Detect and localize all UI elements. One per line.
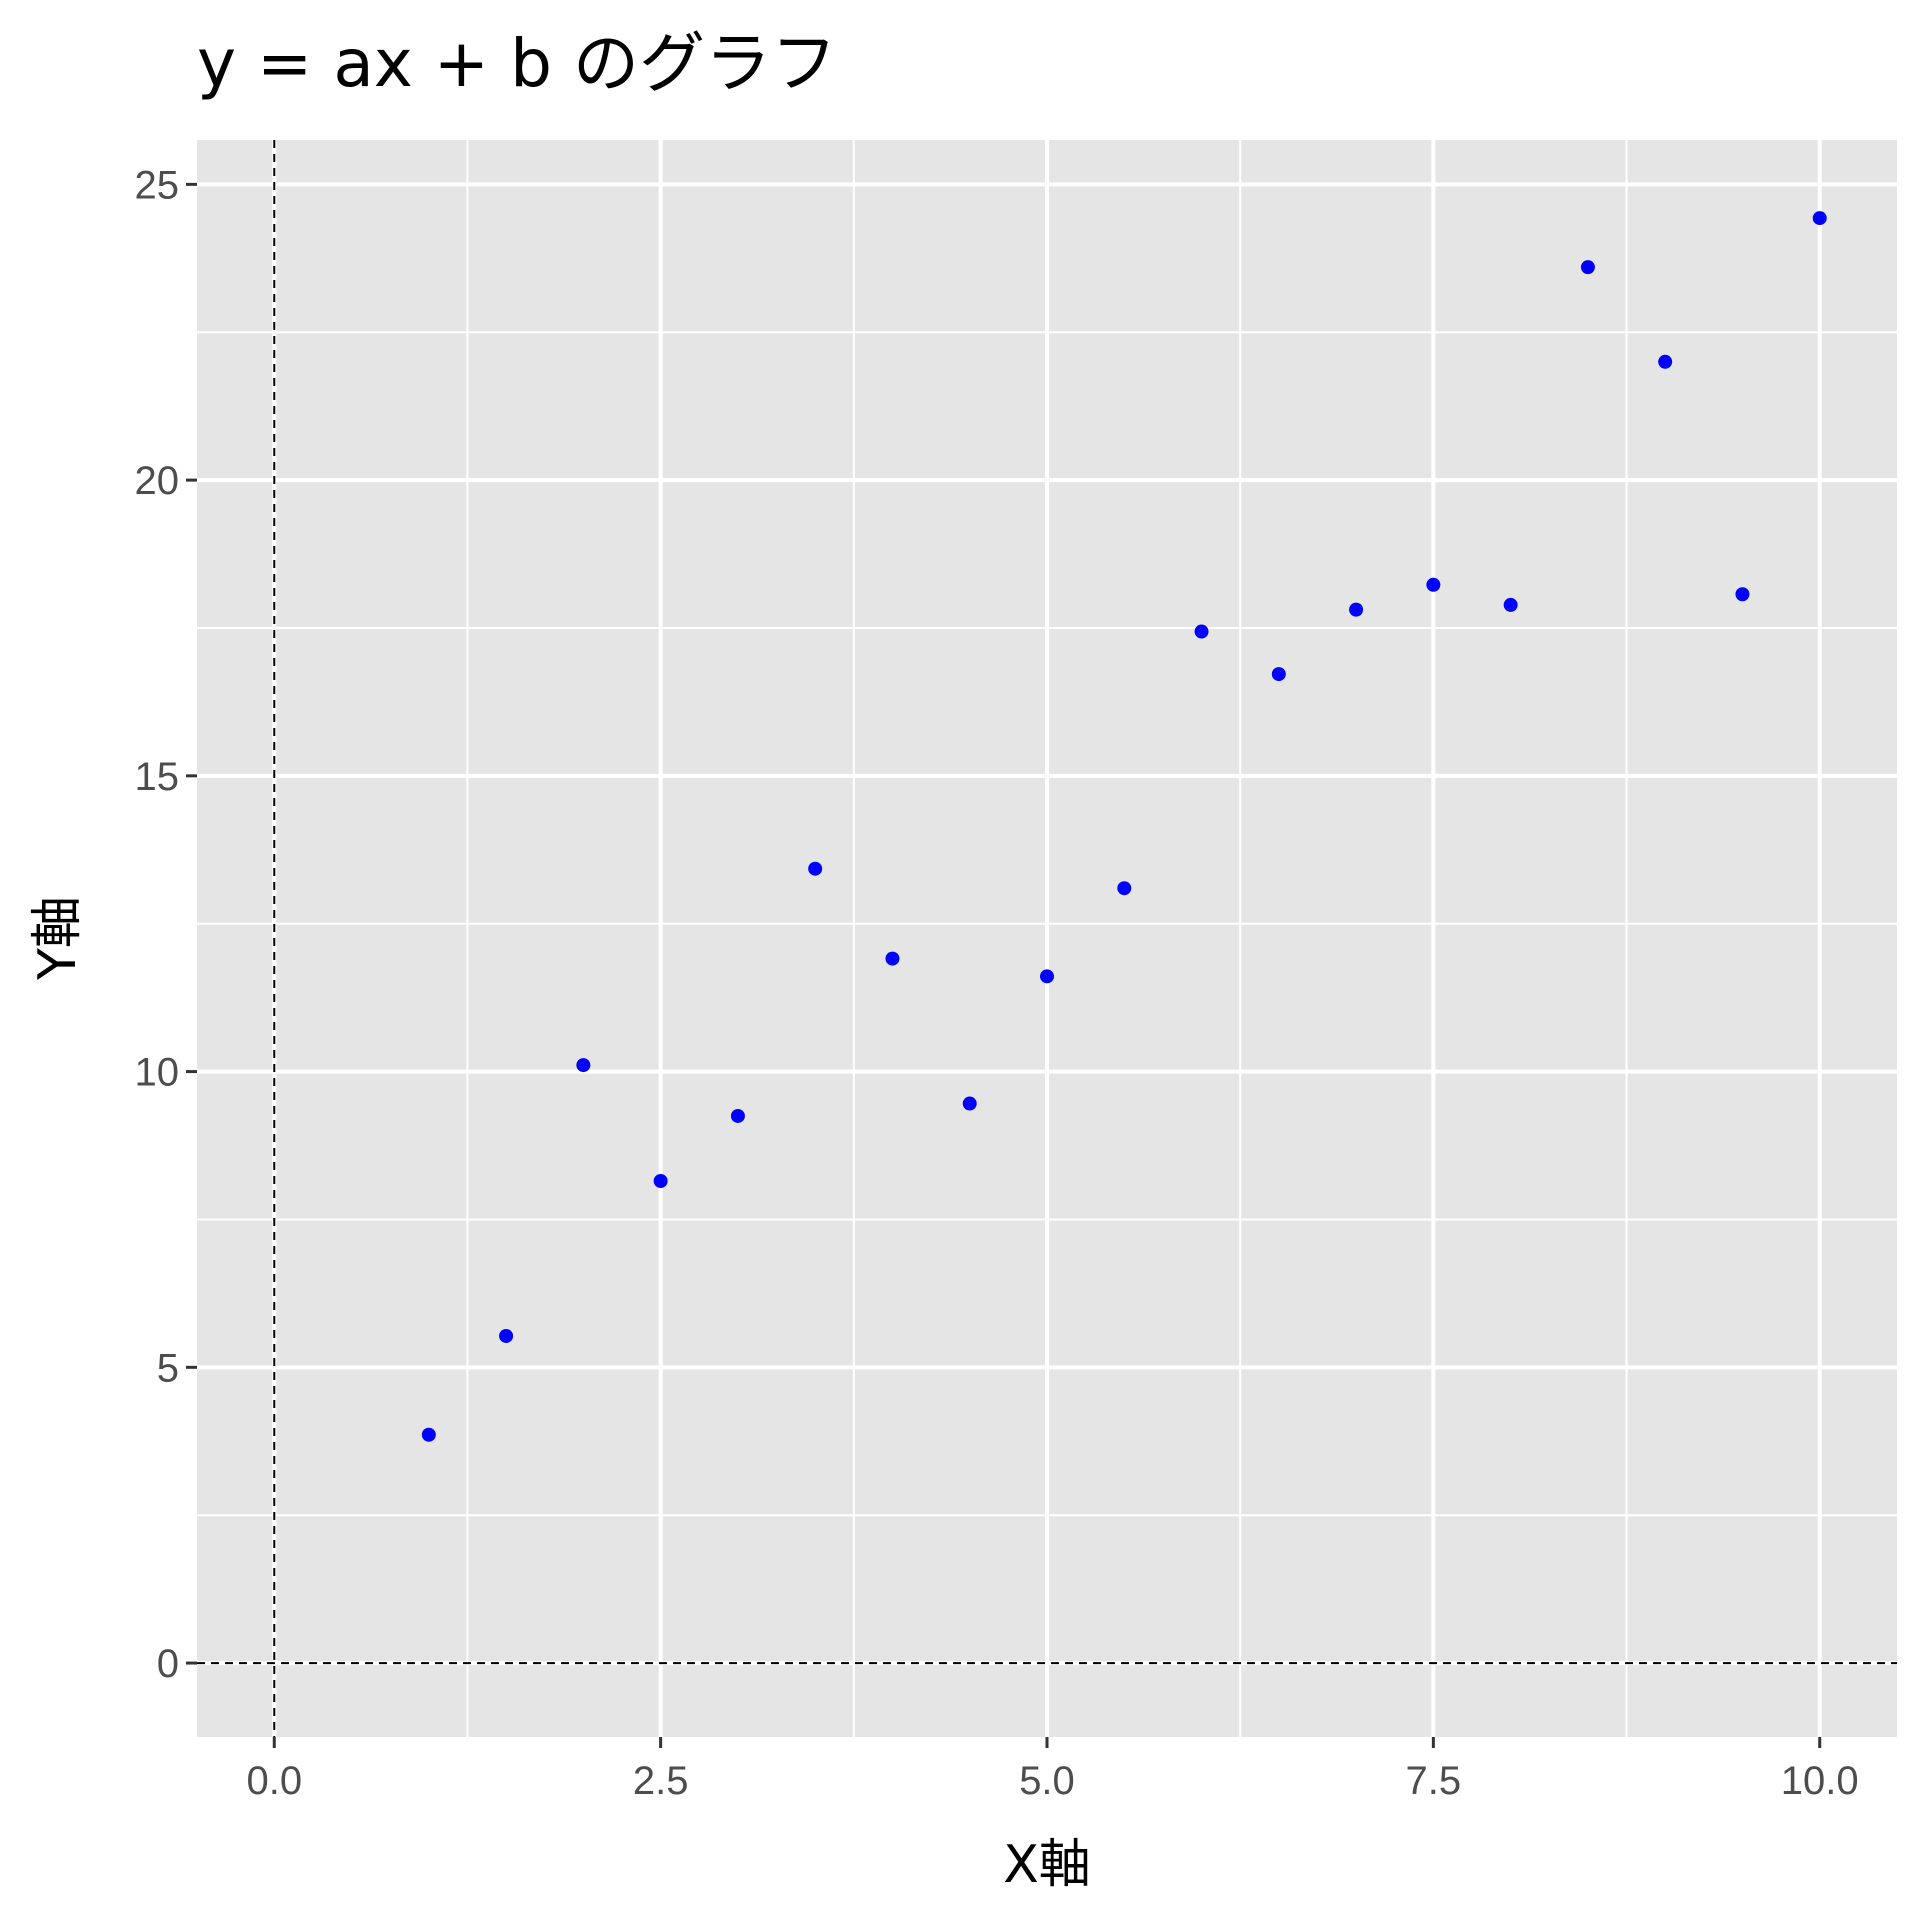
data-point [1426,577,1441,592]
chart-title: y = ax + b のグラフ [197,25,837,102]
y-axis-title: Y軸 [28,896,88,981]
y-tick-label: 5 [157,1346,179,1390]
x-tick-label: 0.0 [246,1759,302,1803]
data-point [653,1174,668,1189]
y-tick-label: 15 [135,755,180,799]
y-axis: 0 5 10 15 20 25 [135,163,197,1686]
x-tick-label: 7.5 [1406,1759,1462,1803]
x-axis: 0.0 2.5 5.0 7.5 10.0 [246,1737,1859,1803]
data-points [421,211,1827,1442]
data-point [1580,260,1595,275]
data-point [1271,667,1286,682]
y-tick-label: 10 [135,1051,180,1095]
data-point [1503,597,1518,612]
data-point [499,1328,514,1343]
data-point [1812,211,1827,226]
data-point [885,951,900,966]
data-point [421,1427,436,1442]
data-point [808,861,823,876]
y-tick-label: 25 [135,163,180,207]
x-axis-title: X軸 [1003,1835,1091,1895]
y-tick-label: 0 [157,1642,179,1686]
data-point [1194,624,1209,639]
data-point [1040,969,1054,984]
data-point [1349,602,1364,617]
x-tick-label: 2.5 [633,1759,689,1803]
data-point [1735,587,1750,602]
data-point [730,1108,745,1123]
reference-lines [197,140,1897,1737]
data-point [962,1096,977,1111]
data-point [576,1058,591,1073]
x-tick-label: 5.0 [1019,1759,1075,1803]
data-point [1658,354,1673,369]
x-tick-label: 10.0 [1781,1759,1859,1803]
y-tick-label: 20 [135,459,180,503]
data-point [1117,881,1132,896]
